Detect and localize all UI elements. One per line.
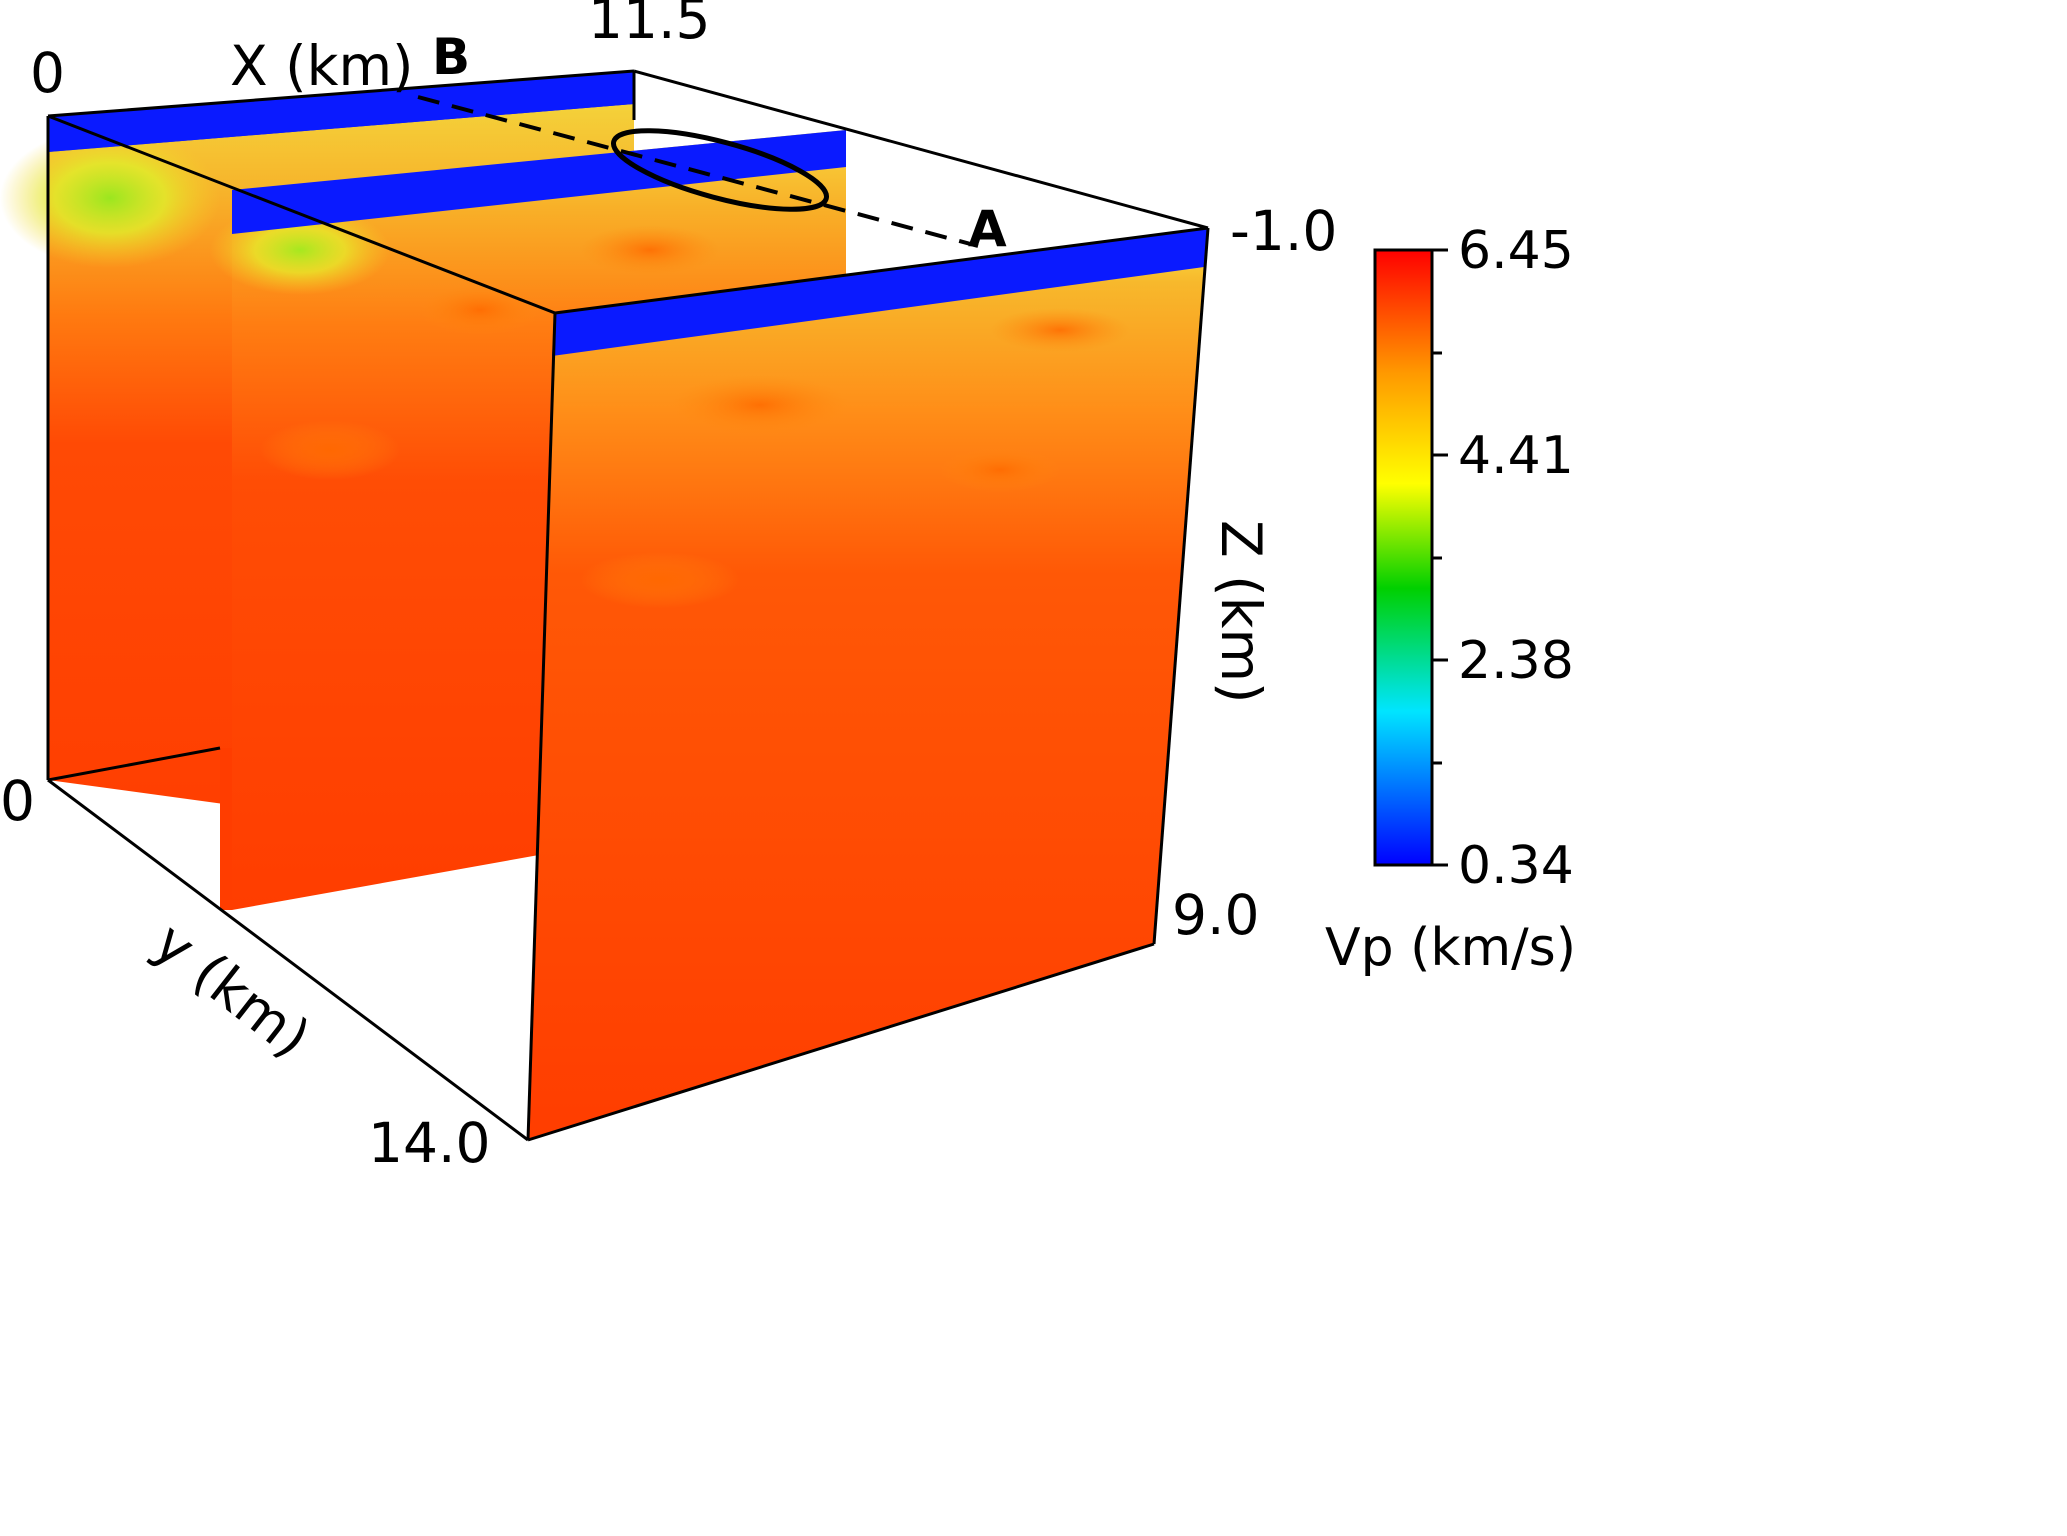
z-axis-title: Z (km) [1209,520,1273,704]
colorbar-tick-3: 2.38 [1458,631,1574,691]
front-slice [528,228,1208,1140]
z-max-label: 9.0 [1172,883,1259,947]
marker-a: A [968,200,1007,258]
y-axis-title: y (km) [142,910,322,1070]
y-max-label: 14.0 [368,1111,490,1175]
z-min-label: -1.0 [1230,199,1337,263]
colorbar-scale [1373,248,1434,867]
x-max-label: 11.5 [588,0,710,51]
marker-b: B [432,28,470,86]
profile-annotation [417,95,979,248]
x-min-label: 0 [30,41,65,105]
highlight-ellipse [611,128,829,212]
bounding-box [46,69,1210,1142]
colorbar-title: Vp (km/s) [1325,918,1576,978]
colorbar-tick-max: 6.45 [1458,221,1574,281]
x-axis-title: X (km) [230,34,414,98]
colorbar: 6.45 4.41 2.38 0.34 Vp (km/s) [1325,221,1576,978]
profile-line [417,95,979,248]
y-min-label: 0 [0,769,35,833]
colorbar-tick-min: 0.34 [1458,836,1574,896]
colorbar-tick-2: 4.41 [1458,426,1574,486]
